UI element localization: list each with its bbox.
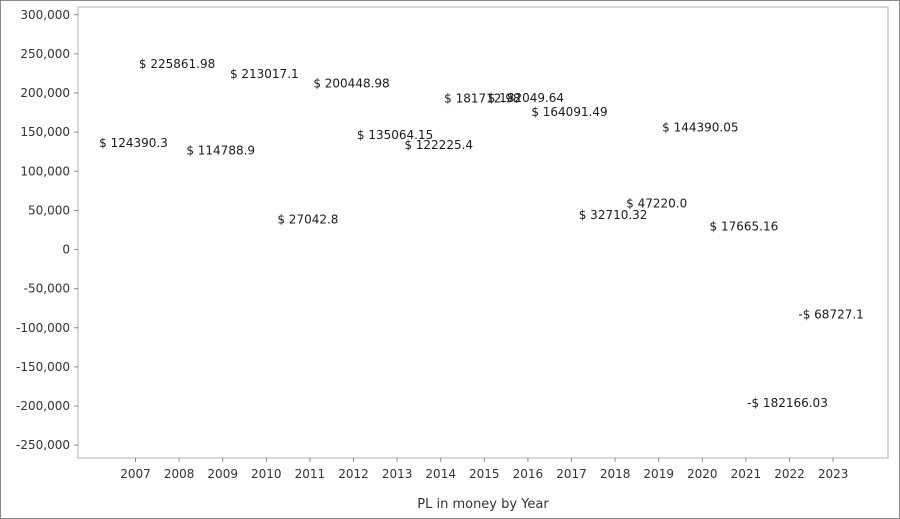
x-tick-label: 2019: [643, 467, 674, 481]
data-label: -$ 182166.03: [747, 396, 828, 410]
y-tick-label: -250,000: [16, 438, 70, 452]
x-tick-label: 2007: [120, 467, 151, 481]
data-label: $ 213017.1: [230, 67, 299, 81]
data-label: -$ 68727.1: [798, 307, 863, 321]
y-tick-label: 50,000: [28, 203, 70, 217]
x-tick-label: 2009: [207, 467, 238, 481]
data-label: $ 164091.49: [531, 105, 607, 119]
y-tick-label: 150,000: [20, 125, 70, 139]
y-axis-ticks: 300,000 250,000 200,000 150,000 100,000 50,00…: [16, 8, 78, 452]
x-tick-label: 2011: [295, 467, 326, 481]
y-tick-label: -200,000: [16, 399, 70, 413]
x-tick-label: 2020: [687, 467, 718, 481]
y-tick-label: 300,000: [20, 8, 70, 22]
x-tick-label: 2021: [731, 467, 762, 481]
y-tick-label: 100,000: [20, 164, 70, 178]
x-tick-label: 2023: [818, 467, 849, 481]
x-axis-title: PL in money by Year: [417, 497, 549, 512]
axes: [77, 6, 889, 459]
data-labels: $ 124390.3 $ 225861.98 $ 114788.9 $ 213017.…: [99, 57, 864, 410]
data-label: $ 27042.8: [277, 212, 338, 226]
x-tick-label: 2015: [469, 467, 500, 481]
x-tick-label: 2012: [338, 467, 369, 481]
data-label: $ 17665.16: [710, 220, 779, 234]
y-tick-label: -100,000: [16, 321, 70, 335]
data-label: $ 144390.05: [662, 121, 738, 135]
y-tick-label: -150,000: [16, 360, 70, 374]
x-tick-label: 2022: [774, 467, 805, 481]
plot-area: [77, 6, 889, 459]
y-tick-label: 250,000: [20, 47, 70, 61]
data-label: $ 200448.98: [313, 77, 389, 91]
data-label: $ 225861.98: [139, 57, 215, 71]
x-tick-label: 2016: [513, 467, 544, 481]
data-label: $ 124390.3: [99, 136, 168, 150]
data-label: $ 122225.4: [404, 138, 473, 152]
data-label: $ 135064.15: [357, 128, 433, 142]
y-tick-label: 200,000: [20, 86, 70, 100]
data-label: $ 182049.64: [488, 91, 564, 105]
x-tick-label: 2014: [425, 467, 456, 481]
data-label: $ 181712.98: [444, 91, 520, 105]
x-tick-label: 2013: [382, 467, 413, 481]
data-label: $ 47220.0: [626, 197, 687, 211]
x-axis-ticks: 2007 2008 2009 2010 2011 2012 2013 2014 2015 2016…: [120, 458, 848, 481]
x-tick-label: 2010: [251, 467, 282, 481]
y-tick-label: -50,000: [24, 282, 70, 296]
x-tick-label: 2017: [556, 467, 587, 481]
x-tick-label: 2018: [600, 467, 631, 481]
x-tick-label: 2008: [164, 467, 195, 481]
y-tick-label: 0: [62, 243, 70, 257]
data-label: $ 32710.32: [579, 208, 648, 222]
data-label: $ 114788.9: [186, 144, 255, 158]
